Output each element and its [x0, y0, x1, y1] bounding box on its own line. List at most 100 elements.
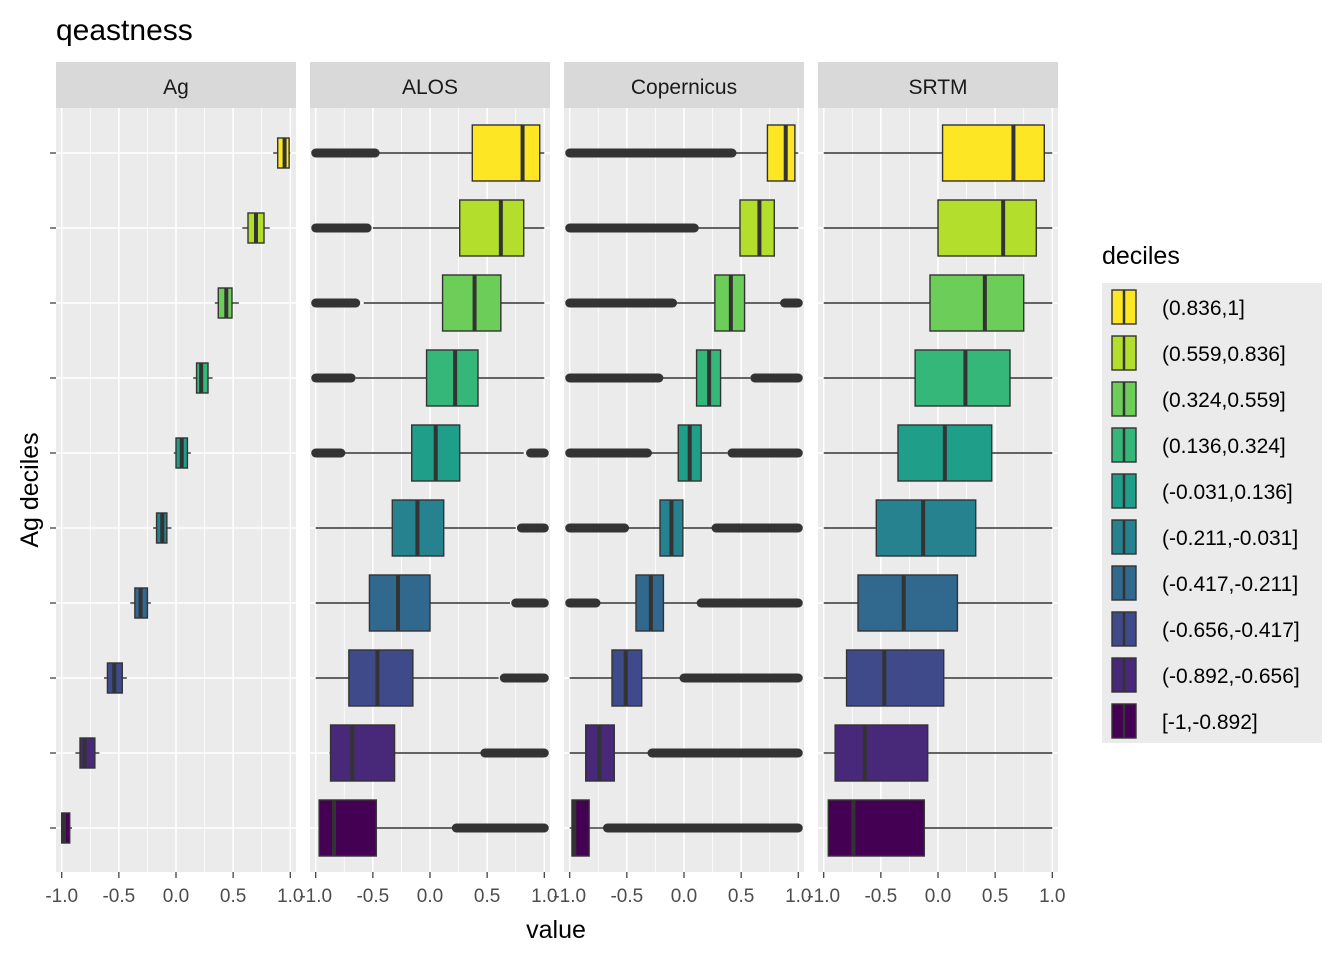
box-4 [823, 574, 1053, 632]
legend-label: (-0.417,-0.211] [1162, 573, 1298, 596]
legend-label: (-0.211,-0.031] [1162, 527, 1298, 550]
box-7 [311, 349, 545, 407]
x-tick-label: -0.5 [356, 886, 389, 907]
x-tick-label: 0.0 [671, 886, 697, 907]
x-axis-title: value [526, 916, 586, 944]
x-tick-label: 0.0 [925, 886, 951, 907]
legend-item: (-0.031,0.136] [1111, 473, 1293, 509]
box-1 [569, 799, 803, 857]
box-iqr [739, 199, 775, 257]
x-tick-label: -1.0 [299, 886, 332, 907]
box-8 [565, 274, 803, 332]
x-tick-label: -0.5 [864, 886, 897, 907]
box-7 [193, 362, 213, 394]
box-iqr [766, 124, 796, 182]
box-iqr [914, 349, 1011, 407]
facet-panel-srtm: SRTM -1.0 -0.5 0.0 0.5 1.0 [807, 62, 1065, 907]
box-10 [311, 124, 545, 182]
box-iqr [937, 199, 1037, 257]
x-tick-label: 1.0 [277, 886, 303, 907]
box-7 [565, 349, 803, 407]
legend-label: (-0.656,-0.417] [1162, 619, 1300, 642]
legend-label: (-0.892,-0.656] [1162, 665, 1300, 688]
box-iqr [929, 274, 1025, 332]
x-tick-label: 1.0 [1039, 886, 1065, 907]
legend-item: (-0.211,-0.031] [1111, 519, 1298, 555]
box-6 [565, 424, 803, 482]
facet-strip [564, 62, 804, 108]
box-5 [823, 499, 1053, 557]
box-iqr [875, 499, 977, 557]
box-3 [104, 662, 127, 694]
box-2 [823, 724, 1053, 782]
facet-panel-copernicus: Copernicus -1.0 -0.5 0.0 0.5 1.0 [553, 62, 811, 907]
box-5 [153, 512, 172, 544]
x-tick-label: 0.0 [163, 886, 189, 907]
x-tick-label: -0.5 [610, 886, 643, 907]
x-tick-label: 1.0 [531, 886, 557, 907]
box-iqr [857, 574, 959, 632]
legend-item: (0.559,0.836] [1111, 335, 1286, 371]
box-6 [173, 437, 191, 469]
facet-strip-label: SRTM [908, 76, 967, 99]
box-10 [273, 137, 291, 169]
facet-strip [818, 62, 1058, 108]
y-axis [50, 152, 56, 829]
facet-strip [310, 62, 550, 108]
legend-item: (0.324,0.559] [1111, 381, 1286, 417]
box-4 [315, 574, 549, 632]
facet-strip-label: Copernicus [631, 76, 737, 99]
legend-item: (-0.656,-0.417] [1111, 611, 1300, 647]
box-3 [569, 649, 803, 707]
box-6 [823, 424, 1053, 482]
legend-item: (0.136,0.324] [1111, 427, 1286, 463]
x-tick-label: -1.0 [807, 886, 840, 907]
legend-label: (0.324,0.559] [1162, 389, 1286, 412]
box-8 [311, 274, 545, 332]
box-1 [318, 799, 549, 857]
x-tick-label: 0.5 [982, 886, 1008, 907]
box-iqr [348, 649, 414, 707]
legend-label: (0.559,0.836] [1162, 343, 1286, 366]
box-5 [565, 499, 803, 557]
y-axis-title: Ag deciles [16, 432, 44, 547]
box-5 [315, 499, 549, 557]
facet-panels: Ag -1.0 -0.5 0.0 0.5 1.0 ALOS -1.0 -0.5 0.0 0.5 1.0… [45, 62, 1065, 907]
box-9 [823, 199, 1053, 257]
box-iqr [834, 724, 929, 782]
box-7 [823, 349, 1053, 407]
box-3 [823, 649, 1053, 707]
legend-item: (-0.417,-0.211] [1111, 565, 1298, 601]
legend-background [1102, 283, 1322, 743]
box-1 [61, 812, 72, 844]
box-9 [242, 212, 270, 244]
x-tick-label: -1.0 [553, 886, 586, 907]
box-9 [311, 199, 545, 257]
box-iqr [941, 124, 1045, 182]
x-tick-label: -1.0 [45, 886, 78, 907]
box-8 [214, 287, 239, 319]
legend-item: (0.836,1] [1111, 289, 1245, 325]
box-iqr [425, 349, 479, 407]
legend: deciles (0.836,1] (0.559,0.836] (0.324,0.5… [1102, 242, 1322, 743]
facet-strip-label: Ag [163, 76, 189, 99]
box-iqr [471, 124, 541, 182]
box-2 [75, 737, 100, 769]
box-9 [565, 199, 799, 257]
legend-label: (-0.031,0.136] [1162, 481, 1293, 504]
box-iqr [329, 724, 396, 782]
box-iqr [318, 799, 377, 857]
legend-label: (0.836,1] [1162, 297, 1245, 320]
box-2 [569, 724, 803, 782]
facet-strip [56, 62, 296, 108]
legend-item: [-1,-0.892] [1111, 703, 1258, 739]
box-1 [827, 799, 1053, 857]
box-3 [315, 649, 549, 707]
facet-panel-ag: Ag -1.0 -0.5 0.0 0.5 1.0 [45, 62, 303, 907]
x-tick-label: -0.5 [102, 886, 135, 907]
x-tick-label: 0.0 [417, 886, 443, 907]
legend-label: (0.136,0.324] [1162, 435, 1286, 458]
box-6 [311, 424, 549, 482]
box-iqr [441, 274, 502, 332]
